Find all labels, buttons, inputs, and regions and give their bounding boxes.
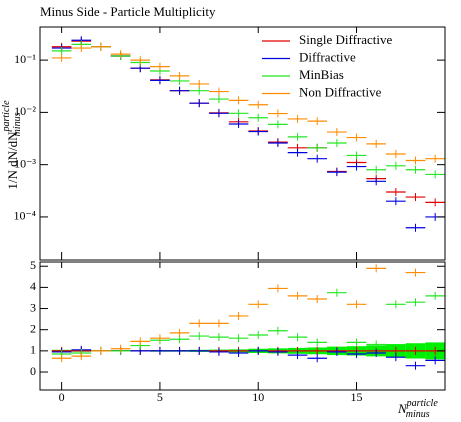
y-tick-label: 2 xyxy=(30,321,36,335)
y-tick-label: 10⁻² xyxy=(14,104,36,118)
y-axis-label: 1/N dN/dNparticleminus xyxy=(1,100,23,190)
y-label-text: 1/N dN/dNparticleminus xyxy=(1,100,23,190)
ratio-plot xyxy=(51,264,445,370)
y-label-sup: particle xyxy=(1,100,12,133)
main-frame xyxy=(39,26,446,261)
main-plot xyxy=(51,36,445,232)
y-tick-label: 5 xyxy=(30,258,36,272)
y-label-sub: minus xyxy=(12,112,23,136)
x-label-sup: particle xyxy=(406,398,439,409)
x-label-main: N xyxy=(397,401,408,416)
y-tick-label: 4 xyxy=(30,279,36,293)
legend-label: Non Diffractive xyxy=(299,84,382,99)
legend-label: MinBias xyxy=(299,67,344,82)
x-tick-label: 10 xyxy=(252,390,264,404)
y-label-main: 1/N dN/dN xyxy=(5,131,20,190)
chart-title: Minus Side - Particle Multiplicity xyxy=(40,4,216,19)
x-label-sub: minus xyxy=(406,409,430,420)
y-tick-label: 10⁻¹ xyxy=(14,52,36,66)
legend-label: Diffractive xyxy=(299,49,356,64)
y-tick-label: 10⁻³ xyxy=(14,156,36,170)
x-tick-label: 15 xyxy=(351,390,363,404)
x-axis-label: Nparticle minus xyxy=(397,398,438,420)
x-tick-label: 0 xyxy=(59,390,65,404)
ratio-frame xyxy=(39,261,446,391)
y-tick-label: 0 xyxy=(30,364,36,378)
y-tick-label: 3 xyxy=(30,300,36,314)
y-tick-label: 1 xyxy=(30,343,36,357)
legend-label: Single Diffractive xyxy=(299,32,392,47)
y-tick-label: 10⁻⁴ xyxy=(13,209,36,223)
x-tick-label: 5 xyxy=(157,390,163,404)
